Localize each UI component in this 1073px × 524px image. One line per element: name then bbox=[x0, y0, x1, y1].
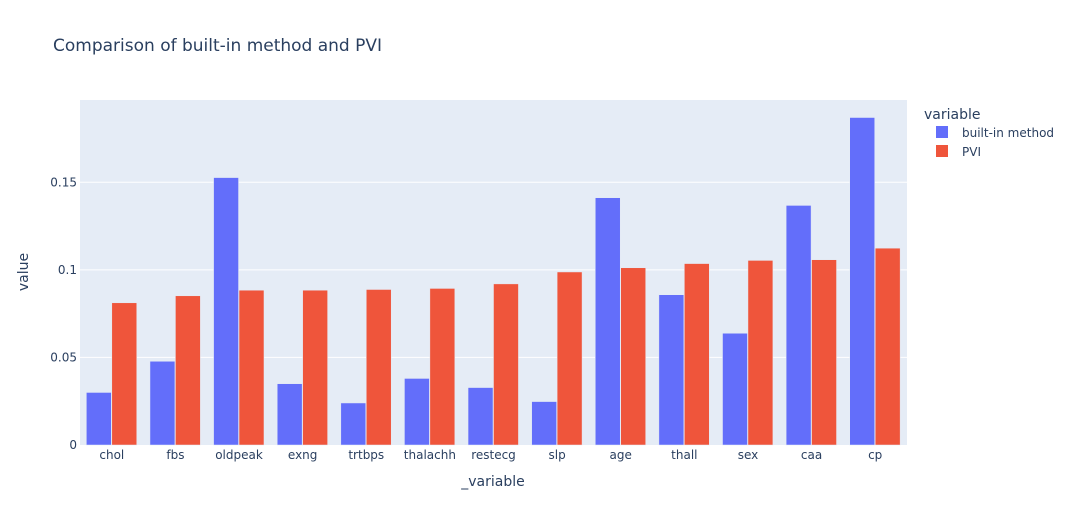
legend: variable built-in method PVI bbox=[924, 107, 1054, 159]
y-tick-label: 0 bbox=[69, 438, 77, 452]
bar-built-in-method-cp[interactable] bbox=[849, 117, 875, 446]
x-tick-label-thalachh: thalachh bbox=[404, 448, 456, 462]
x-tick-label-restecg: restecg bbox=[471, 448, 516, 462]
x-tick-label-caa: caa bbox=[801, 448, 822, 462]
bar-built-in-method-trtbps[interactable] bbox=[340, 402, 367, 446]
x-tick-label-fbs: fbs bbox=[166, 448, 184, 462]
x-tick-label-thall: thall bbox=[671, 448, 697, 462]
y-tick-labels: 0 0.05 0.1 0.15 bbox=[50, 175, 77, 452]
x-tick-label-sex: sex bbox=[738, 448, 759, 462]
x-axis-title: _variable bbox=[460, 474, 524, 490]
x-tick-label-trtbps: trtbps bbox=[348, 448, 384, 462]
bar-built-in-method-age[interactable] bbox=[595, 197, 621, 446]
bar-built-in-method-exng[interactable] bbox=[276, 383, 303, 446]
bar-built-in-method-fbs[interactable] bbox=[149, 361, 176, 446]
y-tick-label: 0.1 bbox=[58, 263, 77, 277]
bar-pvi-fbs[interactable] bbox=[175, 295, 201, 446]
bar-built-in-method-thall[interactable] bbox=[658, 294, 685, 446]
x-tick-label-chol: chol bbox=[99, 448, 124, 462]
legend-item-built-in-method[interactable]: built-in method bbox=[936, 126, 1054, 140]
bar-pvi-caa[interactable] bbox=[811, 259, 837, 446]
bar-built-in-method-caa[interactable] bbox=[785, 205, 812, 446]
y-axis-title: value bbox=[16, 253, 32, 291]
legend-swatch-built-in-method bbox=[936, 126, 948, 138]
x-tick-label-age: age bbox=[610, 448, 632, 462]
bar-pvi-chol[interactable] bbox=[111, 302, 138, 446]
bar-pvi-thalachh[interactable] bbox=[429, 288, 456, 446]
x-tick-label-slp: slp bbox=[549, 448, 566, 462]
bar-built-in-method-chol[interactable] bbox=[86, 392, 112, 446]
bar-built-in-method-oldpeak[interactable] bbox=[213, 177, 239, 446]
legend-label-built-in-method: built-in method bbox=[962, 126, 1054, 140]
x-tick-label-cp: cp bbox=[868, 448, 882, 462]
bar-pvi-thall[interactable] bbox=[684, 263, 710, 446]
x-tick-labels: chol fbs oldpeak exng trtbps thalachh restecg s… bbox=[99, 448, 882, 462]
y-tick-label: 0.15 bbox=[50, 175, 77, 189]
x-tick-label-oldpeak: oldpeak bbox=[215, 448, 263, 462]
legend-title: variable bbox=[924, 107, 980, 123]
bars-group bbox=[86, 117, 901, 446]
bar-built-in-method-sex[interactable] bbox=[722, 333, 748, 446]
legend-swatch-pvi bbox=[936, 145, 948, 157]
bar-pvi-cp[interactable] bbox=[874, 247, 901, 446]
bar-built-in-method-restecg[interactable] bbox=[467, 387, 494, 446]
bar-built-in-method-slp[interactable] bbox=[531, 401, 557, 446]
y-tick-label: 0.05 bbox=[50, 350, 77, 364]
bar-pvi-oldpeak[interactable] bbox=[238, 289, 265, 446]
legend-item-pvi[interactable]: PVI bbox=[936, 145, 981, 159]
bar-built-in-method-thalachh[interactable] bbox=[404, 378, 430, 446]
bar-pvi-slp[interactable] bbox=[556, 271, 583, 446]
chart-title: Comparison of built-in method and PVI bbox=[53, 36, 382, 56]
bar-pvi-sex[interactable] bbox=[747, 260, 774, 446]
bar-pvi-trtbps[interactable] bbox=[366, 289, 392, 446]
bar-pvi-age[interactable] bbox=[620, 267, 646, 446]
bar-pvi-restecg[interactable] bbox=[493, 283, 519, 446]
bar-pvi-exng[interactable] bbox=[302, 289, 328, 446]
legend-label-pvi: PVI bbox=[962, 145, 981, 159]
x-tick-label-exng: exng bbox=[288, 448, 318, 462]
